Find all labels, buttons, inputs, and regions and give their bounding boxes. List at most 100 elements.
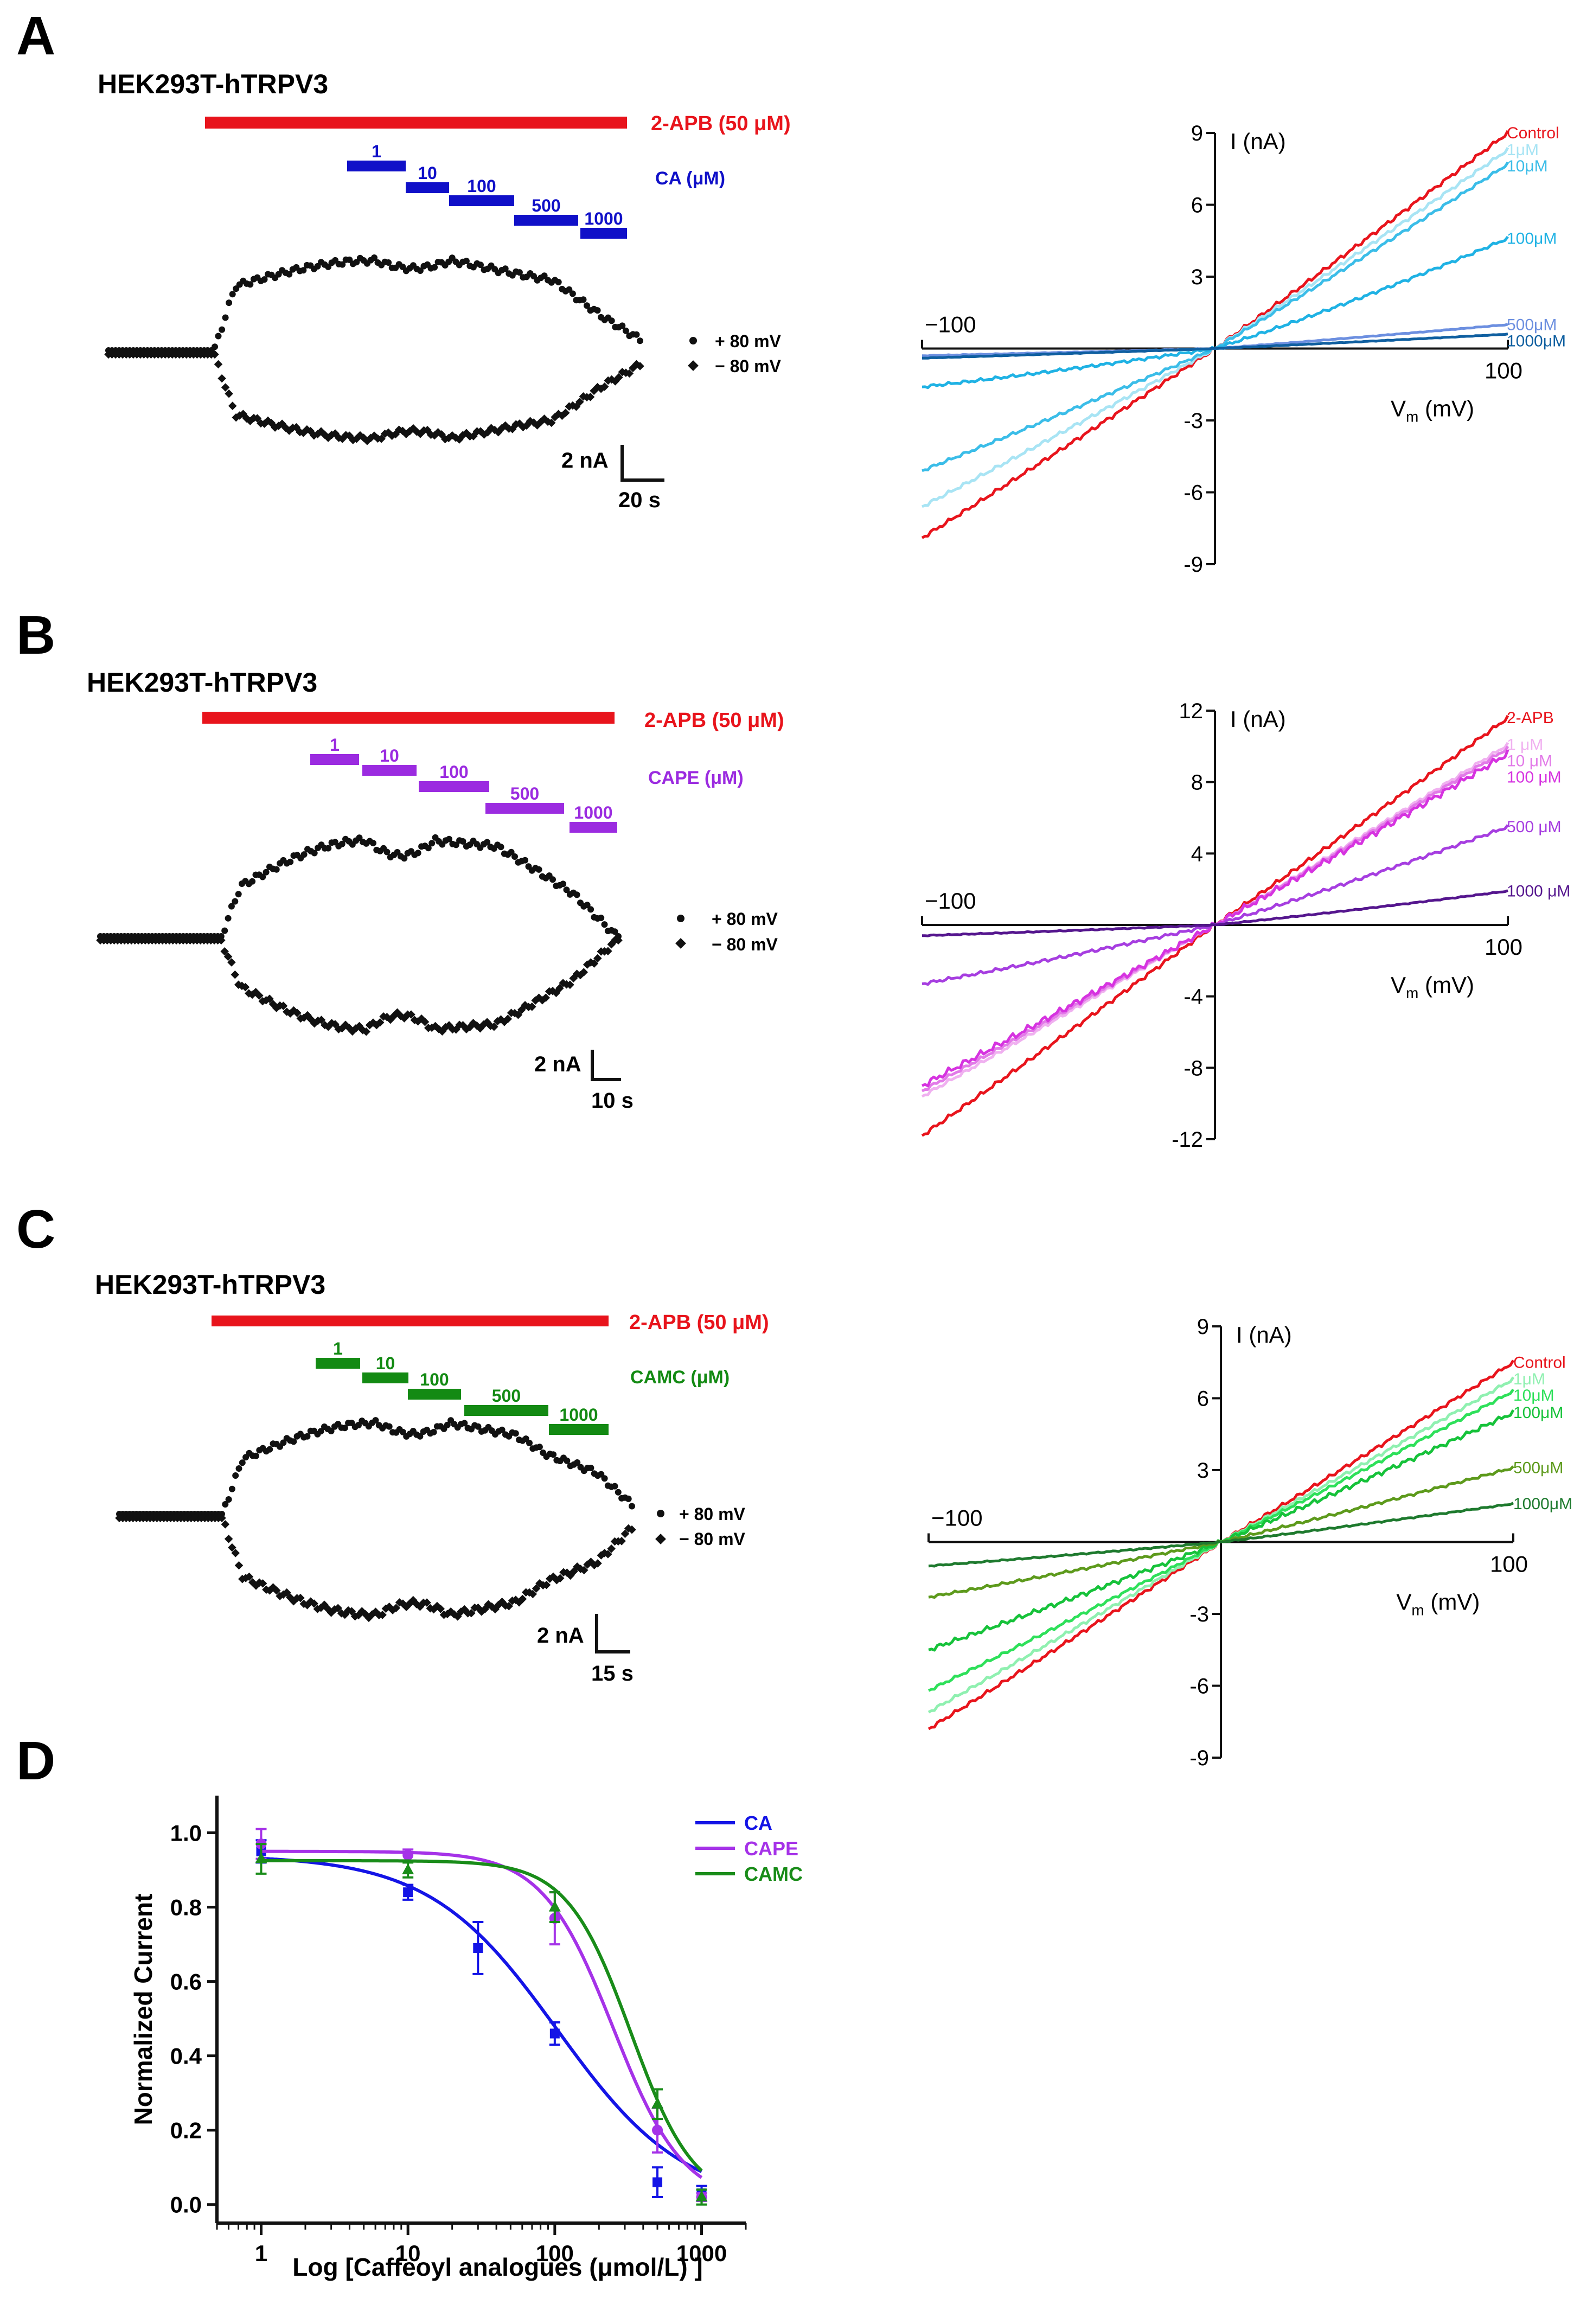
trace-point-positive: [417, 267, 424, 274]
agonist-bar-b: [202, 712, 615, 724]
trace-point-positive: [564, 1457, 571, 1464]
trace-point-positive: [386, 1423, 393, 1430]
trace-point-negative: [593, 954, 602, 963]
scale-y-b: 2 nA: [534, 1052, 581, 1076]
trace-point-positive: [477, 261, 484, 269]
legend-label-ca: CA: [744, 1812, 772, 1834]
scale-x-b: 10 s: [591, 1089, 634, 1113]
conc-bar-1: [310, 754, 359, 765]
iv-series-label-500μM: 500μM: [1513, 1459, 1563, 1477]
iv-y-tick-label: -12: [1172, 1128, 1203, 1152]
iv-series-label-100μM: 100μM: [1507, 229, 1557, 247]
drug-label-c: CAMC (μM): [630, 1367, 730, 1388]
iv-x-tick-label-min: −100: [931, 1505, 983, 1531]
panel-letter-c: C: [16, 1199, 55, 1260]
conc-bar-10: [406, 182, 449, 193]
legend-label-camc: CAMC: [744, 1863, 803, 1885]
data-point-camc: [402, 1863, 414, 1875]
conc-label-1: 1: [372, 142, 381, 161]
panel-b-timecourse: B HEK293T-hTRPV3 2-APB (50 μM) CAPE (μM)…: [16, 605, 784, 1113]
trace-point-negative: [221, 1520, 230, 1529]
legend-negative-a: − 80 mV: [715, 356, 782, 376]
iv-series-label-1000μM: 1000μM: [1513, 1495, 1572, 1513]
trace-point-negative: [234, 1561, 244, 1570]
trace-point-positive: [385, 259, 392, 266]
iv-y-tick-label: 3: [1197, 1459, 1209, 1483]
trace-point-positive: [311, 850, 318, 857]
conc-label-100: 100: [439, 762, 468, 782]
iv-series-label-10μM: 10μM: [1513, 1387, 1554, 1404]
trace-point-positive: [555, 279, 562, 285]
scale-x-a: 20 s: [618, 488, 661, 512]
trace-point-positive: [300, 851, 308, 858]
trace-point-positive: [587, 1465, 594, 1471]
conc-bar-500: [514, 215, 578, 226]
legend-marker-positive-b: [677, 915, 684, 922]
legend-marker-negative-c: [655, 1534, 666, 1544]
trace-point-negative: [258, 1579, 267, 1588]
data-point-cape: [402, 1849, 414, 1861]
trace-point-positive: [300, 267, 307, 274]
trace-point-negative: [625, 369, 634, 378]
conc-bar-1: [316, 1358, 360, 1369]
conc-label-1000: 1000: [574, 803, 612, 822]
conc-label-100: 100: [467, 176, 496, 196]
trace-point-negative: [279, 1001, 288, 1010]
conc-bar-500: [464, 1405, 548, 1416]
trace-point-positive: [475, 1423, 482, 1430]
trace-point-positive: [287, 858, 294, 865]
scale-bar-c: 2 nA 15 s: [537, 1614, 634, 1685]
cell-label-b: HEK293T-hTRPV3: [87, 667, 317, 698]
iv-series-1000μM: [922, 333, 1508, 360]
trace-point-positive: [536, 1444, 543, 1451]
dose-y-axis-label: Normalized Current: [129, 1894, 157, 2125]
dose-x-tick-label: 100: [536, 2240, 574, 2266]
conc-bar-100: [449, 195, 514, 206]
trace-point-positive: [428, 840, 436, 847]
cell-label-a: HEK293T-hTRPV3: [98, 69, 328, 99]
trace-point-positive: [372, 1417, 379, 1424]
trace-point-positive: [629, 1503, 635, 1510]
trace-point-positive: [371, 254, 378, 261]
cell-label-c: HEK293T-hTRPV3: [95, 1269, 325, 1300]
iv-y-tick-label: 9: [1197, 1315, 1209, 1339]
trace-point-negative: [620, 1529, 630, 1538]
trace-point-positive: [601, 1475, 608, 1482]
trace-point-negative: [579, 968, 588, 976]
trace-point-positive: [222, 1501, 229, 1508]
trace-point-negative: [586, 392, 595, 401]
trace-point-positive: [497, 844, 504, 851]
trace-point-positive: [225, 1496, 232, 1503]
conc-label-1: 1: [333, 1339, 343, 1358]
trace-point-negative: [214, 360, 223, 369]
iv-y-tick-label: 8: [1191, 771, 1203, 795]
data-point-ca: [473, 1943, 483, 1953]
trace-point-positive: [263, 869, 270, 876]
iv-x-tick-label-max: 100: [1490, 1552, 1528, 1577]
trace-point-positive: [535, 866, 542, 873]
trace-point-positive: [239, 1459, 246, 1466]
trace-point-negative: [245, 1572, 254, 1581]
trace-legend-b: + 80 mV − 80 mV: [675, 909, 778, 954]
agonist-bar-a: [205, 117, 627, 129]
trace-point-negative: [614, 936, 623, 945]
conc-label-10: 10: [376, 1353, 395, 1373]
trace-point-positive: [261, 276, 268, 283]
trace-point-negative: [628, 1525, 636, 1534]
iv-y-tick-label: -9: [1183, 553, 1203, 577]
trace-point-negative: [566, 980, 574, 989]
trace-point-positive: [219, 326, 226, 333]
conc-label-1: 1: [330, 735, 340, 755]
trace-point-positive: [587, 906, 594, 913]
legend-marker-negative-b: [675, 938, 686, 949]
trace-point-positive: [511, 853, 518, 860]
iv-series-label-1μM: 1μM: [1513, 1370, 1545, 1388]
trace-point-positive: [370, 840, 376, 847]
trace-point-positive: [221, 927, 228, 934]
trace-point-negative: [420, 1017, 430, 1026]
trace-point-negative: [504, 1601, 513, 1611]
trace-point-positive: [633, 331, 640, 338]
conc-bar-10: [362, 765, 417, 776]
trace-point-positive: [226, 299, 233, 307]
iv-series-label-2-APB: 2-APB: [1507, 709, 1554, 727]
